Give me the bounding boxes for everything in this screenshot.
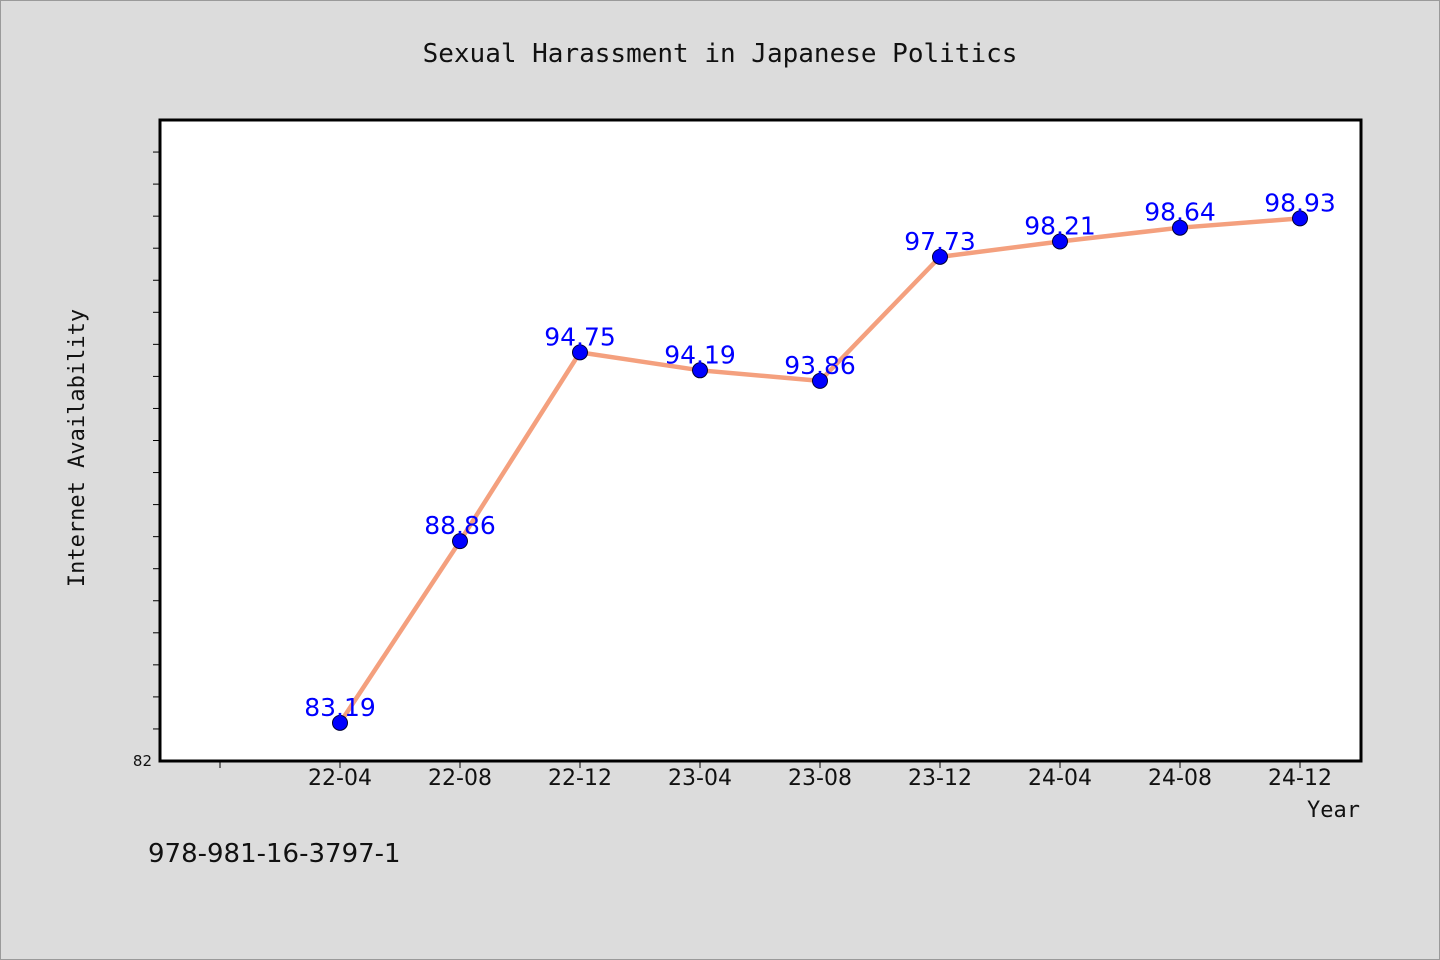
y-tick-label: 82 — [133, 752, 152, 770]
x-tick-label: 24-08 — [1148, 766, 1212, 791]
x-tick-label: 23-12 — [908, 766, 972, 791]
data-label: 94.19 — [664, 340, 736, 369]
data-label: 93.86 — [784, 351, 856, 380]
y-axis-label: Internet Availability — [65, 309, 90, 587]
data-label: 88.86 — [424, 511, 496, 540]
plot-area — [158, 118, 1363, 763]
data-markers — [332, 210, 1308, 731]
x-tick-label: 23-08 — [788, 766, 852, 791]
data-point — [812, 372, 828, 389]
data-point — [1292, 210, 1308, 227]
chart-title: Sexual Harassment in Japanese Politics — [423, 39, 1018, 69]
x-axis-label: Year — [1307, 798, 1360, 823]
data-point — [572, 344, 588, 361]
data-point — [692, 362, 708, 379]
data-label: 83.19 — [304, 693, 376, 722]
x-tick-label: 24-04 — [1028, 766, 1092, 791]
data-label: 94.75 — [544, 322, 616, 351]
data-point — [452, 533, 468, 550]
data-point — [932, 248, 948, 265]
data-labels: 83.19 88.86 94.75 94.19 93.86 97.73 98.21 98.64… — [304, 188, 1336, 721]
data-label: 98.64 — [1144, 198, 1216, 227]
data-label: 98.21 — [1024, 211, 1096, 240]
y-axis-ticks: 82 — [133, 151, 160, 770]
x-tick-label: 22-08 — [428, 766, 492, 791]
isbn-text: 978-981-16-3797-1 — [148, 839, 401, 869]
x-tick-label: 23-04 — [668, 766, 732, 791]
data-label: 98.93 — [1264, 188, 1336, 217]
data-point — [1052, 233, 1068, 250]
x-tick-label: 24-12 — [1268, 766, 1332, 791]
x-tick-label: 22-04 — [308, 766, 372, 791]
x-axis-ticks: 22-04 22-08 22-12 23-04 23-08 23-12 24-04 24-08… — [219, 761, 1332, 791]
data-label: 97.73 — [904, 227, 976, 256]
data-point — [332, 714, 348, 731]
data-point — [1172, 219, 1188, 236]
x-tick-label: 22-12 — [548, 766, 612, 791]
